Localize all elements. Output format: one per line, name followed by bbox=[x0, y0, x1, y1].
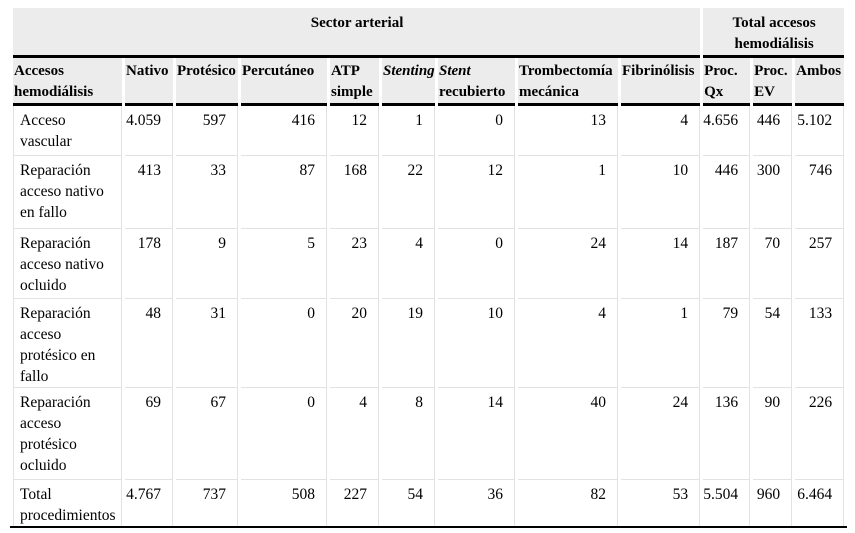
cell-value: 133 bbox=[795, 299, 845, 388]
table-row: Reparación acceso nativo ocluido 178 9 5 23 4… bbox=[13, 229, 845, 299]
cell-value: 446 bbox=[753, 106, 793, 156]
cell-value: 5 bbox=[241, 229, 327, 299]
cell-value: 226 bbox=[795, 388, 845, 480]
table-row: Reparación acceso protésico ocluido 69 67 0… bbox=[13, 388, 845, 480]
table-body: Acceso vascular 4.059 597 416 12 1 0 13 4 4.656 44… bbox=[13, 106, 845, 526]
cell-value: 24 bbox=[518, 229, 618, 299]
cell-value: 14 bbox=[621, 229, 701, 299]
cell-value: 4 bbox=[382, 229, 435, 299]
cell-value: 1 bbox=[518, 156, 618, 229]
hemodialysis-access-table: Sector arterial Total accesos hemodiális… bbox=[10, 8, 848, 528]
col-header-nativo: Nativo bbox=[125, 58, 173, 106]
cell-value: 79 bbox=[703, 299, 751, 388]
cell-value: 0 bbox=[438, 106, 515, 156]
col-header-proc-qx: Proc. Qx bbox=[703, 58, 751, 106]
cell-value: 597 bbox=[176, 106, 238, 156]
cell-value: 19 bbox=[382, 299, 435, 388]
cell-value: 14 bbox=[438, 388, 515, 480]
cell-value: 4.059 bbox=[125, 106, 173, 156]
col-header-percutaneo: Percutáneo bbox=[241, 58, 327, 106]
cell-value: 10 bbox=[438, 299, 515, 388]
cell-value: 90 bbox=[753, 388, 793, 480]
cell-value: 33 bbox=[176, 156, 238, 229]
col-header-protesico: Protésico bbox=[176, 58, 238, 106]
table-row: Total procedimientos 4.767 737 508 227 54 36 82… bbox=[13, 480, 845, 526]
cell-value: 4 bbox=[330, 388, 379, 480]
cell-value: 136 bbox=[703, 388, 751, 480]
cell-value: 257 bbox=[795, 229, 845, 299]
cell-value: 53 bbox=[621, 480, 701, 526]
row-label: Total procedimientos bbox=[13, 480, 122, 526]
cell-value: 31 bbox=[176, 299, 238, 388]
cell-value: 0 bbox=[438, 229, 515, 299]
cell-value: 82 bbox=[518, 480, 618, 526]
cell-value: 416 bbox=[241, 106, 327, 156]
cell-value: 746 bbox=[795, 156, 845, 229]
group-header-sector-arterial: Sector arterial bbox=[13, 8, 701, 58]
group-header-total-accesos-hemodialisis: Total accesos hemodiálisis bbox=[703, 8, 845, 58]
row-label: Reparación acceso protésico en fallo bbox=[13, 299, 122, 388]
cell-value: 6.464 bbox=[795, 480, 845, 526]
cell-value: 10 bbox=[621, 156, 701, 229]
cell-value: 0 bbox=[241, 388, 327, 480]
cell-value: 4.656 bbox=[703, 106, 751, 156]
cell-value: 24 bbox=[621, 388, 701, 480]
col-header-atp-simple: ATP simple bbox=[330, 58, 379, 106]
cell-value: 9 bbox=[176, 229, 238, 299]
cell-value: 48 bbox=[125, 299, 173, 388]
col-header-stent-recubierto: Stent recubierto bbox=[438, 58, 515, 106]
cell-value: 4.767 bbox=[125, 480, 173, 526]
cell-value: 508 bbox=[241, 480, 327, 526]
row-label: Reparación acceso nativo ocluido bbox=[13, 229, 122, 299]
cell-value: 737 bbox=[176, 480, 238, 526]
row-label: Reparación acceso protésico ocluido bbox=[13, 388, 122, 480]
table-header: Sector arterial Total accesos hemodiális… bbox=[13, 8, 845, 106]
cell-value: 1 bbox=[621, 299, 701, 388]
cell-value: 187 bbox=[703, 229, 751, 299]
table-row: Reparación acceso protésico en fallo 48 31… bbox=[13, 299, 845, 388]
col-header-ambos: Ambos bbox=[795, 58, 845, 106]
cell-value: 54 bbox=[753, 299, 793, 388]
cell-value: 23 bbox=[330, 229, 379, 299]
row-label: Reparación acceso nativo en fallo bbox=[13, 156, 122, 229]
table-row: Acceso vascular 4.059 597 416 12 1 0 13 4 4.656 44… bbox=[13, 106, 845, 156]
cell-value: 87 bbox=[241, 156, 327, 229]
cell-value: 22 bbox=[382, 156, 435, 229]
cell-value: 300 bbox=[753, 156, 793, 229]
cell-value: 36 bbox=[438, 480, 515, 526]
column-header-row: Accesos hemodiálisis Nativo Protésico Percu… bbox=[13, 58, 845, 106]
cell-value: 960 bbox=[753, 480, 793, 526]
cell-value: 227 bbox=[330, 480, 379, 526]
cell-value: 178 bbox=[125, 229, 173, 299]
cell-value: 1 bbox=[382, 106, 435, 156]
cell-value: 0 bbox=[241, 299, 327, 388]
col-header-stenting: Stenting bbox=[382, 58, 435, 106]
cell-value: 8 bbox=[382, 388, 435, 480]
cell-value: 40 bbox=[518, 388, 618, 480]
col-header-proc-ev: Proc. EV bbox=[753, 58, 793, 106]
row-label: Acceso vascular bbox=[13, 106, 122, 156]
cell-value: 4 bbox=[621, 106, 701, 156]
col-header-trombectomia-mecanica: Trombectomía mecánica bbox=[518, 58, 618, 106]
cell-value: 12 bbox=[330, 106, 379, 156]
cell-value: 70 bbox=[753, 229, 793, 299]
cell-value: 413 bbox=[125, 156, 173, 229]
cell-value: 5.102 bbox=[795, 106, 845, 156]
cell-value: 446 bbox=[703, 156, 751, 229]
cell-value: 5.504 bbox=[703, 480, 751, 526]
cell-value: 20 bbox=[330, 299, 379, 388]
cell-value: 54 bbox=[382, 480, 435, 526]
col-header-accesos-hemodialisis: Accesos hemodiálisis bbox=[13, 58, 122, 106]
cell-value: 12 bbox=[438, 156, 515, 229]
table-row: Reparación acceso nativo en fallo 413 33 87… bbox=[13, 156, 845, 229]
cell-value: 69 bbox=[125, 388, 173, 480]
col-header-fibrinolisis: Fibrinólisis bbox=[621, 58, 701, 106]
group-header-row: Sector arterial Total accesos hemodiális… bbox=[13, 8, 845, 58]
cell-value: 4 bbox=[518, 299, 618, 388]
cell-value: 67 bbox=[176, 388, 238, 480]
cell-value: 13 bbox=[518, 106, 618, 156]
cell-value: 168 bbox=[330, 156, 379, 229]
